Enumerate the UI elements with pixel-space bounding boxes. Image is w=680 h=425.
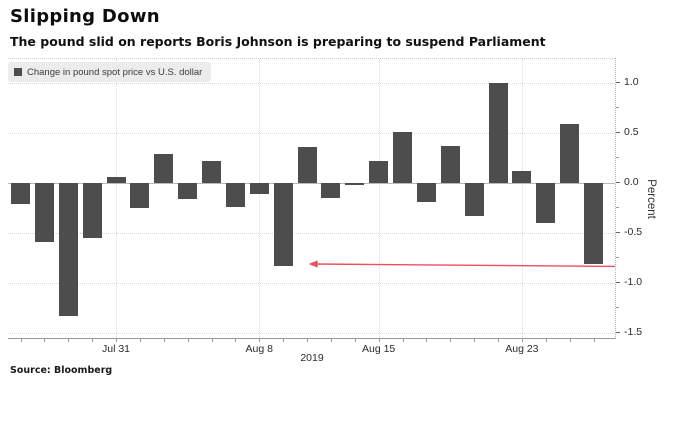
y-axis-tick-label: -1.5	[624, 326, 643, 338]
y-axis-minor-tick	[616, 257, 619, 258]
bar	[58, 183, 78, 316]
bar	[178, 183, 198, 199]
bar	[273, 183, 293, 266]
bar	[34, 183, 54, 242]
x-axis-year-label: 2019	[300, 352, 324, 364]
x-axis-tick	[235, 339, 237, 342]
bar	[297, 147, 317, 183]
bar	[249, 183, 269, 194]
zero-line	[8, 183, 615, 184]
y-axis-tick-label: 0.5	[624, 126, 639, 138]
y-axis-tick	[616, 282, 620, 283]
bar	[536, 183, 556, 223]
x-axis-tick	[426, 339, 428, 342]
bar	[512, 171, 532, 183]
bar	[488, 83, 508, 183]
bar	[225, 183, 245, 207]
x-axis-tick-label: Aug 15	[361, 343, 396, 355]
bar	[584, 183, 603, 264]
bar	[106, 177, 126, 183]
gridline-vertical	[378, 59, 380, 339]
legend: Change in pound spot price vs U.S. dolla…	[8, 62, 212, 82]
bar	[464, 183, 484, 216]
source-attribution: Source: Bloomberg	[10, 365, 113, 376]
x-axis-tick	[450, 339, 452, 342]
x-axis: Jul 31 Aug 8 Aug 15 Aug 23	[8, 338, 616, 359]
x-axis-tick	[569, 339, 571, 342]
x-axis-tick-label: Aug 8	[245, 343, 273, 355]
gridline-vertical	[116, 59, 117, 339]
gridline-vertical	[259, 59, 261, 339]
bar	[82, 183, 102, 238]
gridline-horizontal	[8, 283, 615, 284]
bar	[369, 161, 389, 183]
bar	[11, 183, 30, 204]
gridline-horizontal	[8, 233, 615, 234]
bar	[202, 161, 221, 183]
y-axis-tick-label: 1.0	[624, 76, 639, 88]
y-axis-tick-label: -0.5	[624, 226, 643, 238]
bar	[130, 183, 150, 208]
y-axis-tick	[616, 232, 620, 233]
y-axis-tick	[616, 182, 620, 183]
x-axis-tick	[163, 339, 165, 342]
bar	[345, 183, 365, 185]
x-axis-tick	[330, 339, 332, 342]
x-axis-tick	[92, 339, 94, 342]
y-axis-title: Percent	[645, 179, 657, 219]
y-axis: 1.0 0.5 0.0 -0.5 -1.0 -1.5	[615, 58, 678, 339]
y-axis-tick	[616, 332, 620, 333]
gridline-horizontal	[8, 133, 615, 134]
x-axis-tick	[498, 339, 499, 342]
x-axis-tick	[44, 339, 46, 342]
bar	[440, 146, 460, 183]
y-axis-minor-tick	[616, 157, 619, 158]
x-axis-tick	[474, 339, 476, 342]
x-axis-tick-label: Aug 23	[505, 343, 539, 355]
x-axis-tick	[593, 339, 595, 342]
x-axis-tick	[307, 339, 308, 342]
x-axis-tick	[68, 339, 70, 342]
bar	[560, 124, 580, 183]
x-axis-tick	[211, 339, 213, 342]
legend-swatch-icon	[14, 68, 22, 76]
y-axis-minor-tick	[616, 207, 619, 208]
x-axis-tick	[259, 339, 261, 342]
y-axis-tick	[616, 132, 620, 133]
x-axis-tick	[354, 339, 356, 342]
gridline-vertical	[521, 59, 523, 339]
y-axis-minor-tick	[616, 307, 619, 308]
bar	[154, 154, 174, 183]
gridline-horizontal	[8, 333, 615, 334]
y-axis-tick-label: -1.0	[624, 276, 643, 288]
x-axis-tick	[20, 339, 22, 342]
y-axis-tick	[616, 82, 620, 83]
plot-area	[8, 58, 615, 339]
x-axis-tick	[402, 339, 404, 342]
chart-title: Slipping Down	[10, 6, 160, 27]
x-axis-tick	[187, 339, 189, 342]
x-axis-tick	[116, 339, 117, 342]
bar	[321, 183, 341, 198]
chart-subtitle: The pound slid on reports Boris Johnson …	[10, 34, 546, 49]
x-axis-tick-label: Jul 31	[101, 343, 131, 355]
x-axis-tick	[521, 339, 523, 342]
x-axis-tick	[545, 339, 547, 342]
gridline-horizontal	[8, 83, 615, 84]
bar	[393, 132, 412, 183]
x-axis-tick	[139, 339, 141, 342]
legend-label: Change in pound spot price vs U.S. dolla…	[27, 66, 203, 78]
x-axis-tick	[378, 339, 380, 342]
bar	[416, 183, 436, 202]
y-axis-tick-label: 0.0	[624, 176, 639, 188]
x-axis-tick	[283, 339, 285, 342]
y-axis-minor-tick	[616, 107, 619, 108]
